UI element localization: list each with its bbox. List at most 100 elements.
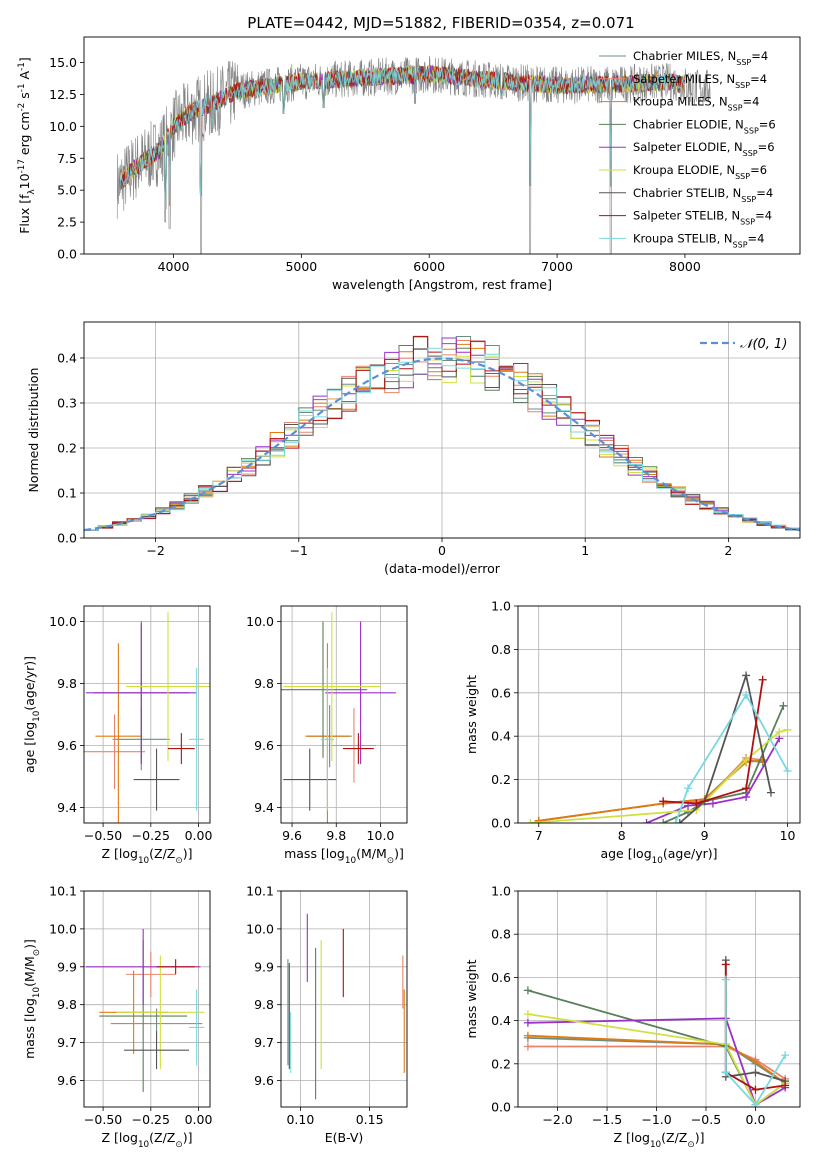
plus-marker bbox=[751, 1100, 760, 1107]
x-tick-label: 5000 bbox=[285, 259, 317, 274]
legend-entry: Kroupa STELIB, NSSP=4 bbox=[633, 231, 764, 249]
point-kroupa-elodie bbox=[126, 612, 210, 761]
y-tick-label: 0.0 bbox=[57, 531, 77, 546]
axes-frame bbox=[280, 605, 408, 824]
x-tick-label: 9 bbox=[701, 828, 709, 843]
y-tick-label: 9.6 bbox=[57, 738, 77, 753]
y-tick-label: 9.4 bbox=[57, 800, 77, 815]
x-tick-label: −1.0 bbox=[641, 1112, 671, 1127]
plus-marker bbox=[675, 819, 684, 823]
y-tick-label: 1.0 bbox=[491, 599, 511, 614]
y-tick-label: 9.9 bbox=[57, 959, 77, 974]
y-tick-label: 0.8 bbox=[491, 927, 511, 942]
plus-marker bbox=[742, 690, 751, 699]
panel-age_vs_mass: 9.6 9.8 10.0 9.4 9.6 9.8 10.0 mass [log10(M/M⊙)… bbox=[246, 605, 408, 866]
point-chabrier-stelib bbox=[283, 748, 337, 811]
legend-entry: 𝒩(0, 1) bbox=[740, 337, 787, 352]
point-kroupa-stelib bbox=[189, 668, 205, 811]
plus-marker bbox=[781, 1081, 790, 1090]
y-tick-label: 0.4 bbox=[57, 351, 77, 366]
axes-frame bbox=[517, 605, 801, 824]
series-kroupa-stelib bbox=[724, 979, 786, 1107]
plot-area bbox=[287, 913, 405, 1100]
x-tick-label: −0.50 bbox=[84, 828, 122, 843]
point-salpeter-stelib bbox=[168, 733, 195, 765]
plot-area bbox=[85, 928, 205, 1092]
y-tick-label: 5.0 bbox=[57, 183, 77, 198]
y-tick-label: 12.5 bbox=[49, 87, 77, 102]
series-salpeter-stelib bbox=[663, 679, 764, 805]
legend-entry: Chabrier ELODIE, NSSP=6 bbox=[633, 117, 776, 135]
plot-area bbox=[523, 956, 790, 1107]
y-tick-label: 10.1 bbox=[246, 884, 274, 899]
plus-marker bbox=[671, 819, 680, 823]
point-kroupa-stelib bbox=[189, 989, 205, 1066]
axes-frame bbox=[280, 890, 408, 1108]
x-tick-label: 9.8 bbox=[326, 828, 346, 843]
x-tick-label: −2 bbox=[146, 543, 164, 558]
point-chabrier-stelib bbox=[124, 1031, 189, 1070]
y-tick-label: 0.6 bbox=[491, 685, 511, 700]
plus-marker bbox=[742, 671, 751, 680]
y-tick-label: 9.8 bbox=[254, 676, 274, 691]
plus-marker bbox=[659, 819, 668, 823]
y-tick-label: 10.0 bbox=[49, 119, 77, 134]
series-salpeter-elodie bbox=[646, 737, 781, 823]
y-tick-label: 9.9 bbox=[254, 959, 274, 974]
y-axis-label: Flux [fλ10-17 erg cm-2 s-1 A-1] bbox=[17, 57, 37, 234]
y-tick-label: 9.6 bbox=[254, 738, 274, 753]
x-tick-label: −0.25 bbox=[132, 828, 170, 843]
point-salpeter-miles bbox=[331, 708, 377, 783]
x-tick-label: −0.5 bbox=[691, 1112, 721, 1127]
plus-marker bbox=[742, 792, 751, 801]
y-tick-label: 1.0 bbox=[491, 884, 511, 899]
plus-marker bbox=[708, 799, 717, 808]
legend-entry: Salpeter ELODIE, NSSP=6 bbox=[633, 140, 775, 158]
y-tick-label: 9.4 bbox=[254, 800, 274, 815]
series-kroupa-miles bbox=[527, 1034, 786, 1084]
point-chabrier-elodie bbox=[281, 621, 368, 758]
point-salpeter-miles bbox=[84, 714, 146, 789]
x-axis-label: Z [log10(Z/Z⊙)] bbox=[101, 1130, 192, 1150]
plus-marker bbox=[742, 756, 751, 765]
y-tick-label: 0.4 bbox=[491, 729, 511, 744]
x-tick-label: 0.10 bbox=[286, 1112, 314, 1127]
y-tick-label: 10.0 bbox=[246, 614, 274, 629]
x-tick-label: 1 bbox=[581, 543, 589, 558]
model-spectrum-kroupa-stelib bbox=[119, 66, 685, 210]
panel-mass_vs_Z: −0.50 −0.25 0.00 9.6 9.7 9.8 9.9 10.0 10.1 Z [log… bbox=[22, 884, 213, 1151]
series-kroupa-miles bbox=[538, 759, 763, 822]
histogram-kroupa-stelib bbox=[84, 347, 800, 531]
spectrum-legend: Chabrier MILES, NSSP=4 Salpeter MILES, NS… bbox=[599, 49, 776, 249]
point-salpeter-stelib bbox=[156, 959, 195, 975]
series-chabrier-miles bbox=[538, 759, 763, 822]
x-axis-label: E(B-V) bbox=[325, 1130, 364, 1145]
x-tick-label: 0.00 bbox=[185, 1112, 213, 1127]
x-tick-label: 8 bbox=[618, 828, 626, 843]
x-tick-label: 0.0 bbox=[746, 1112, 766, 1127]
series-chabrier-stelib bbox=[679, 671, 772, 823]
y-tick-label: 0.1 bbox=[57, 486, 77, 501]
plus-marker bbox=[721, 975, 730, 984]
plus-marker bbox=[534, 816, 543, 823]
x-tick-label: 2 bbox=[724, 543, 732, 558]
panel-weight_vs_age: 7 8 9 10 0.0 0.2 0.4 0.6 0.8 1.0 age [log10(age/yr… bbox=[464, 599, 801, 866]
x-axis-label: age [log10(age/yr)] bbox=[600, 846, 717, 866]
plus-marker bbox=[523, 1018, 532, 1027]
x-axis-label: mass [log10(M/M⊙)] bbox=[284, 846, 404, 866]
legend-entry: Chabrier MILES, NSSP=4 bbox=[633, 49, 768, 67]
y-tick-label: 0.2 bbox=[57, 441, 77, 456]
y-tick-label: 0.4 bbox=[491, 1013, 511, 1028]
plus-marker bbox=[775, 727, 784, 736]
plot-area bbox=[84, 612, 210, 823]
x-tick-label: 9.6 bbox=[282, 828, 302, 843]
axes-frame bbox=[83, 321, 801, 539]
x-tick-label: 10 bbox=[780, 828, 796, 843]
y-axis-label: age [log10(age/yr)] bbox=[22, 656, 42, 773]
point-salpeter-miles bbox=[126, 951, 176, 998]
plus-marker bbox=[779, 701, 788, 710]
legend-entry: Salpeter MILES, NSSP=4 bbox=[633, 72, 767, 90]
x-tick-label: −0.50 bbox=[84, 1112, 122, 1127]
x-tick-label: 0 bbox=[438, 543, 446, 558]
